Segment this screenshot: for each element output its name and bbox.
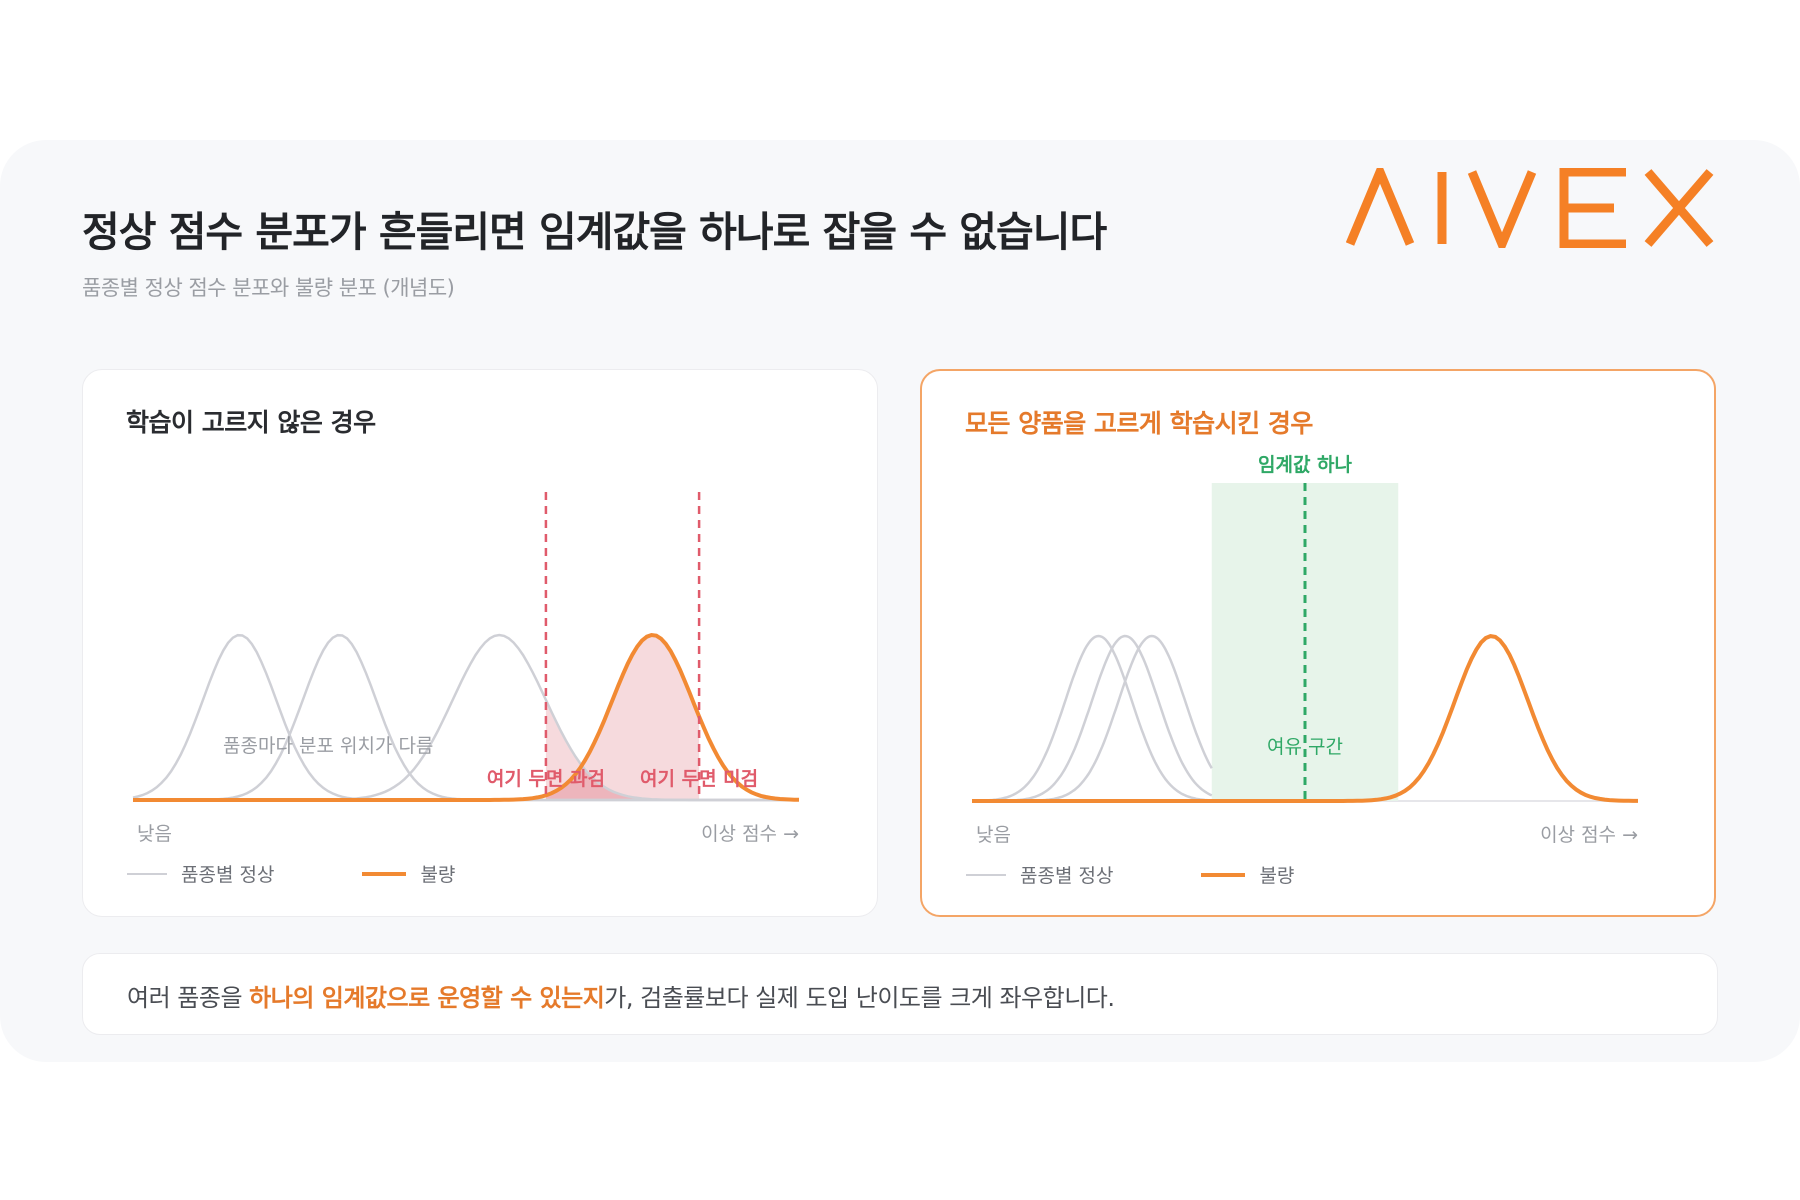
normal-distribution-curve [972, 634, 1213, 803]
defect-distribution-curve [972, 634, 1638, 803]
legend-defect-swatch [362, 871, 407, 876]
normal-distribution-curve [972, 634, 1213, 803]
legend-normal: 품종별 정상 [127, 860, 274, 887]
legend-normal-swatch [966, 873, 1006, 876]
even-legend: 품종별 정상 불량 [966, 861, 1382, 888]
page-title: 정상 점수 분포가 흔들리면 임계값을 하나로 잡을 수 없습니다 [82, 208, 1107, 256]
conclusion-highlight: 하나의 임계값으로 운영할 수 있는지 [249, 984, 605, 1012]
defect-distribution-curve [133, 632, 800, 802]
x-axis-score-label: 이상 점수 → [1540, 824, 1638, 846]
conclusion-text-end: 가, 검출률보다 실제 도입 난이도를 크게 좌우합니다. [604, 984, 1115, 1012]
conclusion-text: 여러 품종을 하나의 임계값으로 운영할 수 있는지가, 검출률보다 실제 도입… [127, 978, 1115, 1013]
uneven-distribution-chart: 여기 두면 과검 여기 두면 미검 품종마다 분포 위치가 다름 낮음 이상 점… [132, 492, 800, 845]
even-distribution-chart: 임계값 하나 여유 구간 낮음 이상 점수 → [972, 454, 1638, 846]
uneven-panel-title: 학습이 고르지 않은 경우 [126, 408, 376, 437]
legend-defect: 불량 [1201, 861, 1294, 888]
x-axis-low-label: 낮음 [137, 823, 172, 845]
legend-normal-label: 품종별 정상 [1020, 865, 1114, 887]
overdetection-threshold-label: 여기 두면 과검 [487, 768, 605, 790]
conclusion-note: 여러 품종을 하나의 임계값으로 운영할 수 있는지가, 검출률보다 실제 도입… [82, 953, 1718, 1035]
aivex-logo [1346, 168, 1714, 248]
uneven-legend: 품종별 정상 불량 [127, 860, 543, 887]
legend-defect-label: 불량 [420, 864, 456, 886]
even-training-panel: 모든 양품을 고르게 학습시킨 경우 임계값 하나 여유 구간 낮음 이상 점수… [920, 369, 1716, 917]
legend-normal-label: 품종별 정상 [181, 864, 275, 886]
legend-defect-swatch [1201, 872, 1246, 877]
single-threshold-label: 임계값 하나 [1258, 454, 1353, 476]
page-subtitle: 품종별 정상 점수 분포와 불량 분포 (개념도) [82, 276, 455, 300]
overlap-core-region [545, 765, 700, 800]
legend-defect: 불량 [362, 860, 455, 887]
uneven-training-panel: 학습이 고르지 않은 경우 여기 두면 과검 여기 두면 미검 품종마다 분포 … [82, 369, 878, 917]
margin-zone-label: 여유 구간 [1267, 736, 1343, 758]
conclusion-text-start: 여러 품종을 [127, 984, 250, 1012]
even-panel-title: 모든 양품을 고르게 학습시킨 경우 [965, 409, 1313, 438]
legend-normal: 품종별 정상 [966, 861, 1113, 888]
normal-distribution-curve [972, 634, 1212, 803]
legend-normal-swatch [127, 872, 167, 875]
x-axis-score-label: 이상 점수 → [701, 823, 799, 845]
distribution-annotation: 품종마다 분포 위치가 다름 [223, 735, 433, 757]
legend-defect-label: 불량 [1259, 865, 1295, 887]
overlap-region [545, 635, 700, 800]
x-axis-low-label: 낮음 [976, 824, 1011, 846]
underdetection-threshold-label: 여기 두면 미검 [640, 768, 758, 790]
